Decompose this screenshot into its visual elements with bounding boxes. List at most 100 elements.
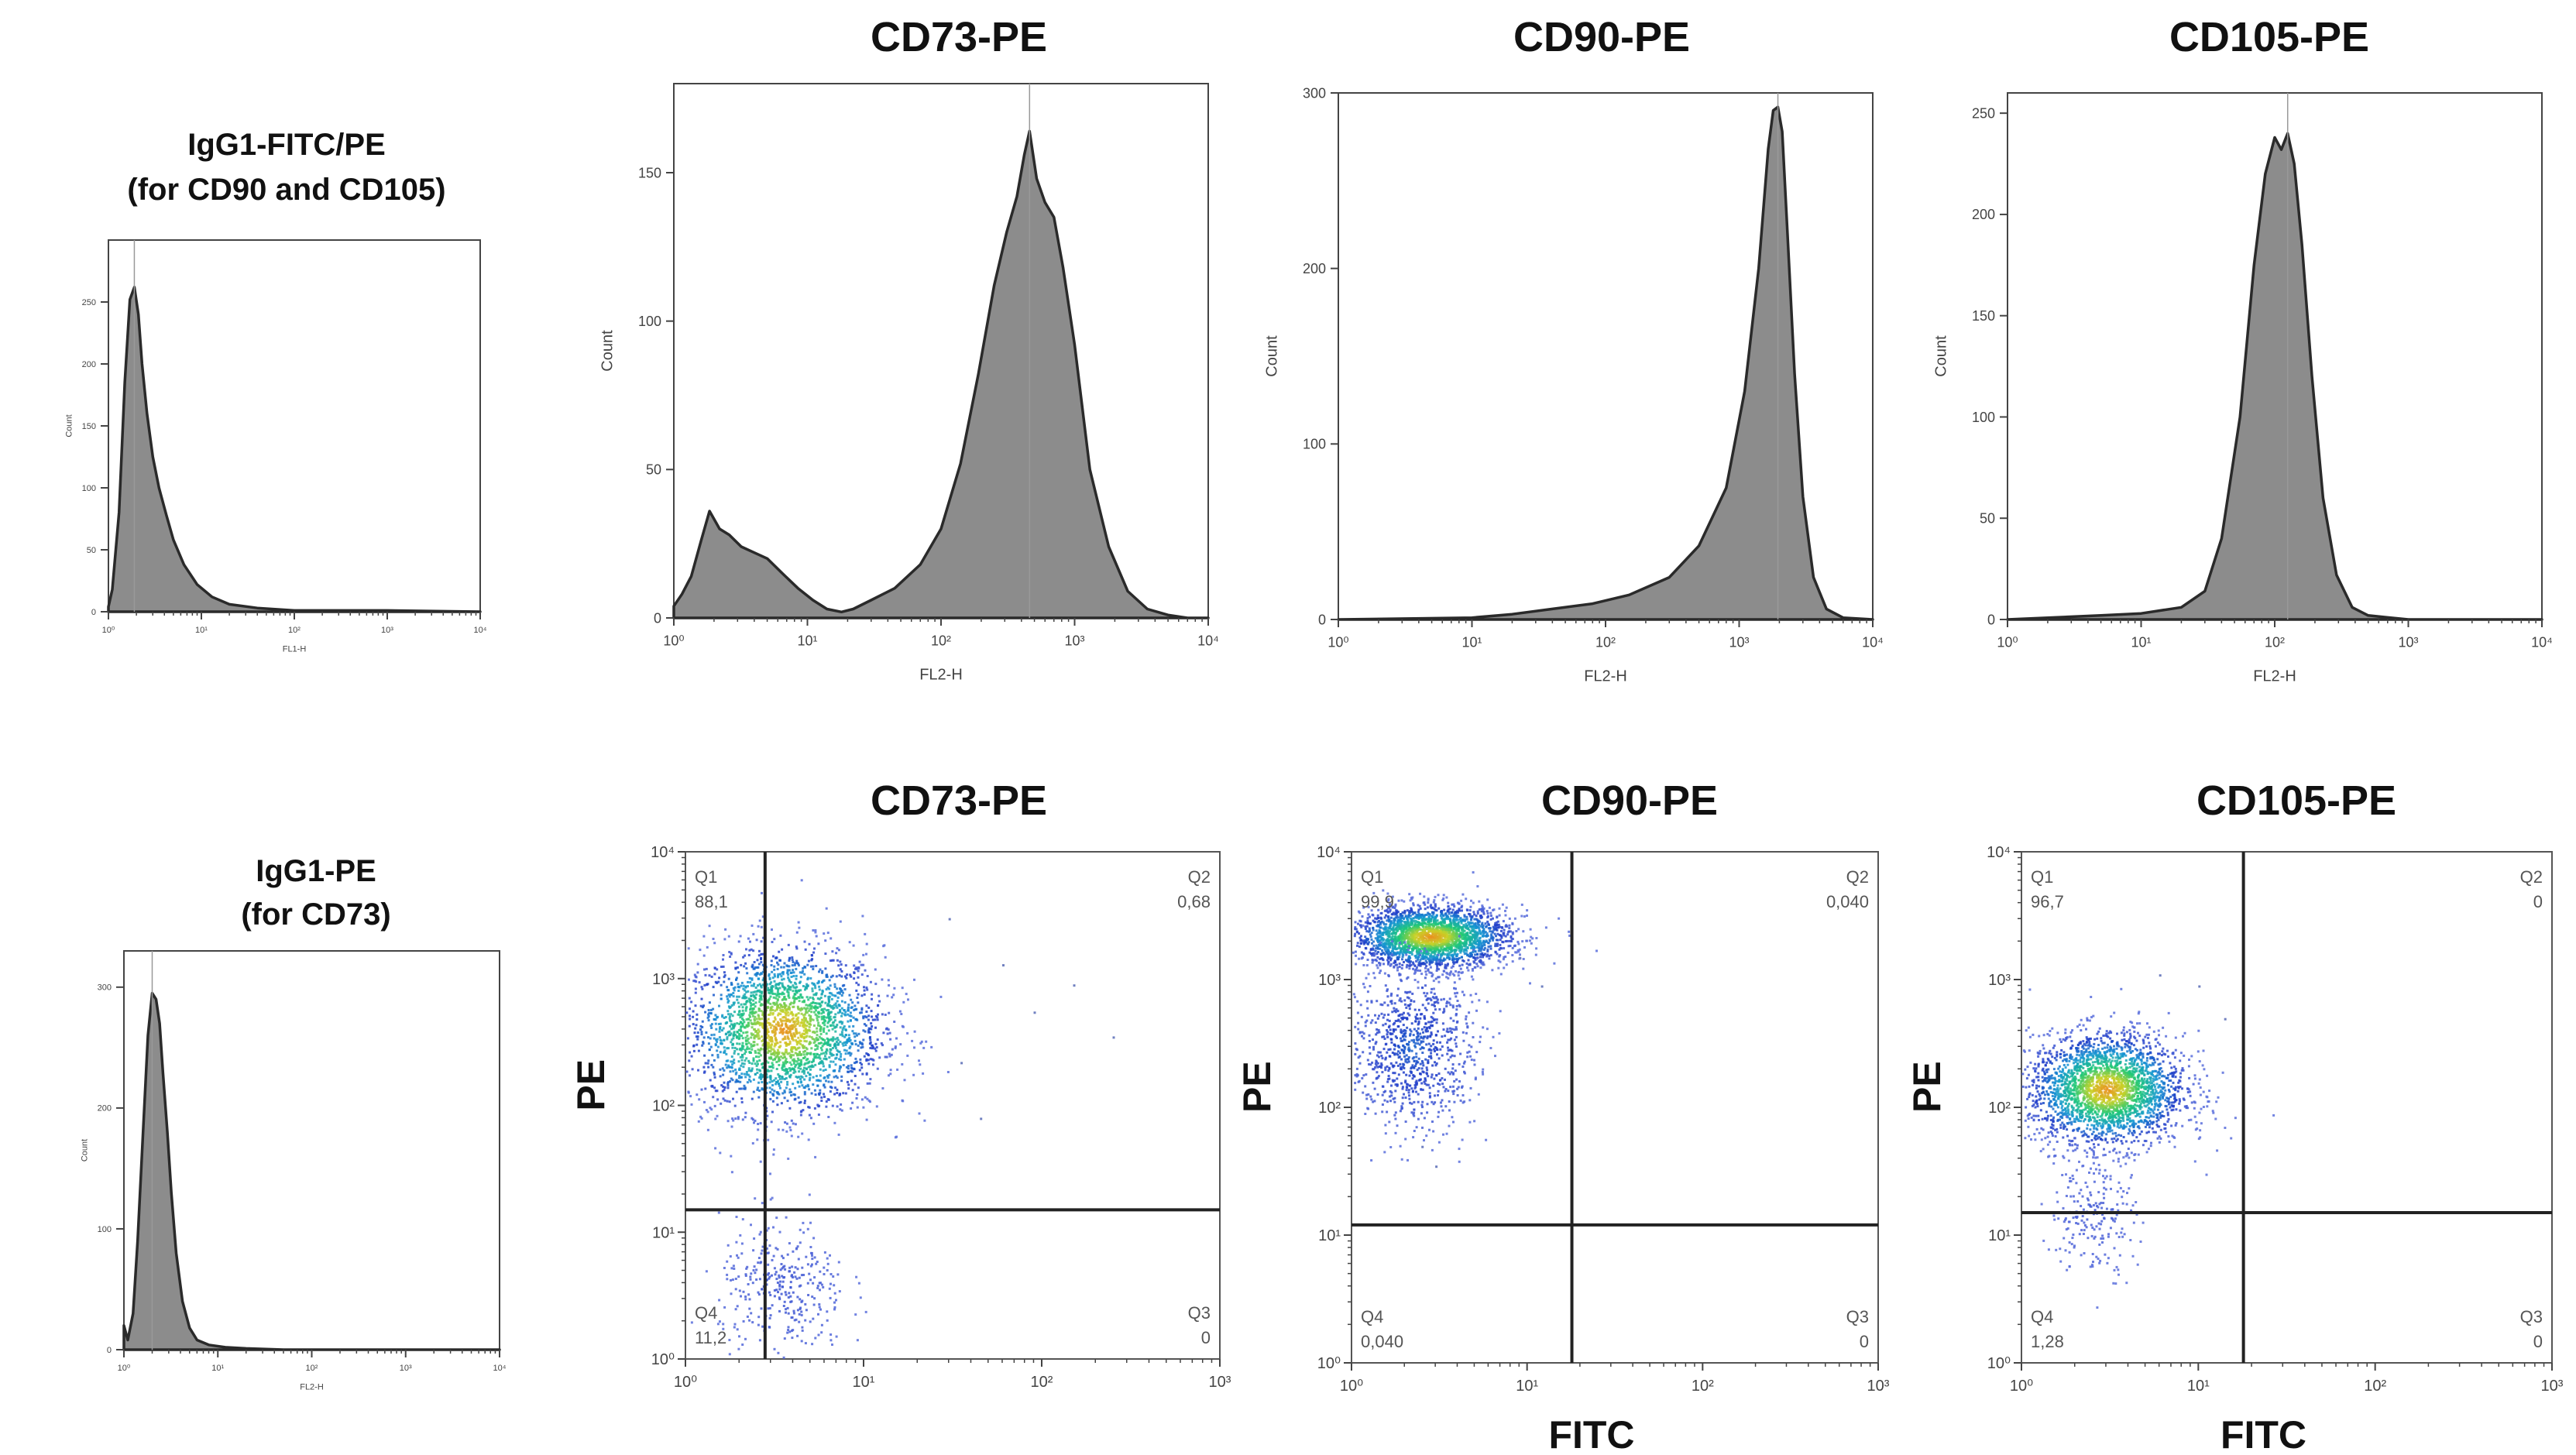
event-dot [1458, 918, 1461, 921]
event-dot [809, 1029, 812, 1032]
event-dot [871, 993, 874, 996]
event-dot [1448, 908, 1451, 911]
event-dot [826, 1269, 829, 1271]
event-dot [833, 994, 836, 997]
event-dot [847, 1070, 850, 1073]
event-dot [1491, 969, 1494, 972]
event-dot [1405, 930, 1408, 933]
event-dot [782, 966, 785, 969]
event-dot [802, 969, 804, 973]
event-dot [816, 1056, 819, 1059]
event-dot [730, 1278, 732, 1282]
event-dot [768, 1024, 771, 1027]
event-dot [888, 984, 891, 987]
event-dot [790, 1134, 793, 1138]
event-dot [789, 1286, 792, 1289]
event-dot [731, 1043, 734, 1046]
event-dot [1511, 954, 1514, 956]
event-dot [744, 1003, 747, 1006]
event-dot [1356, 930, 1359, 933]
event-dot [687, 947, 690, 950]
event-dot [722, 958, 724, 961]
event-dot [737, 1117, 740, 1120]
event-dot [798, 1320, 801, 1323]
event-dot [743, 1062, 746, 1066]
event-dot [878, 1056, 881, 1059]
event-dot [1370, 932, 1373, 935]
event-dot [849, 1069, 852, 1072]
event-dot [850, 975, 853, 978]
event-dot [727, 993, 730, 997]
event-dot [826, 1257, 829, 1260]
event-dot [733, 1062, 736, 1065]
event-dot [812, 983, 816, 986]
event-dot [792, 1020, 795, 1023]
event-dot [730, 1066, 733, 1069]
event-dot [689, 1074, 691, 1077]
event-dot [1397, 899, 1400, 902]
event-dot [1461, 893, 1465, 896]
event-dot [854, 1008, 857, 1011]
event-dot [788, 1020, 792, 1023]
event-dot [913, 978, 915, 981]
event-dot [826, 1004, 829, 1007]
y-tick-label: 200 [98, 1104, 112, 1114]
event-dot [800, 1300, 803, 1303]
event-dot [1479, 931, 1482, 934]
event-dot [723, 1099, 726, 1102]
event-dot [1444, 963, 1447, 966]
event-dot [836, 1105, 839, 1108]
event-dot [803, 1045, 805, 1048]
event-dot [1395, 952, 1398, 955]
event-dot [1427, 915, 1431, 918]
event-dot [731, 1046, 734, 1049]
event-dot [803, 1066, 805, 1069]
event-dot [815, 965, 818, 967]
event-dot [741, 1118, 744, 1121]
event-dot [826, 987, 829, 989]
event-dot [785, 1029, 788, 1032]
event-dot [769, 1091, 772, 1094]
event-dot [833, 1019, 836, 1022]
event-dot [856, 1339, 859, 1342]
event-dot [780, 1263, 783, 1265]
event-dot [812, 951, 815, 954]
event-dot [809, 1117, 812, 1120]
event-dot [778, 1056, 781, 1059]
event-dot [768, 1275, 771, 1278]
event-dot [717, 1211, 720, 1214]
event-dot [1456, 959, 1459, 963]
event-dot [812, 1006, 816, 1009]
event-dot [772, 1148, 775, 1151]
event-dot [827, 1020, 830, 1023]
event-dot [788, 1061, 792, 1064]
event-dot [780, 975, 783, 978]
event-dot [860, 1046, 863, 1049]
event-dot [736, 1254, 738, 1257]
event-dot [709, 1079, 712, 1082]
event-dot [775, 1055, 778, 1058]
event-dot [862, 1017, 865, 1020]
event-dot [850, 998, 853, 1001]
event-dot [829, 984, 832, 987]
event-dot [828, 995, 831, 998]
event-dot [833, 1016, 836, 1019]
event-dot [778, 1084, 781, 1087]
event-dot [819, 1041, 822, 1045]
event-dot [794, 1024, 797, 1028]
event-dot [881, 1013, 884, 1016]
event-dot [826, 1012, 829, 1015]
event-dot [771, 1013, 775, 1016]
event-dot [761, 1081, 764, 1083]
event-dot [840, 1022, 843, 1025]
event-dot [1364, 935, 1367, 939]
event-dot [791, 1067, 794, 1070]
event-dot [792, 1093, 795, 1096]
event-dot [733, 1268, 736, 1270]
event-dot [788, 1042, 792, 1045]
event-dot [737, 1060, 740, 1063]
event-dot [722, 954, 725, 956]
event-dot [696, 1093, 699, 1096]
event-dot [857, 967, 860, 969]
event-dot [761, 1062, 764, 1065]
